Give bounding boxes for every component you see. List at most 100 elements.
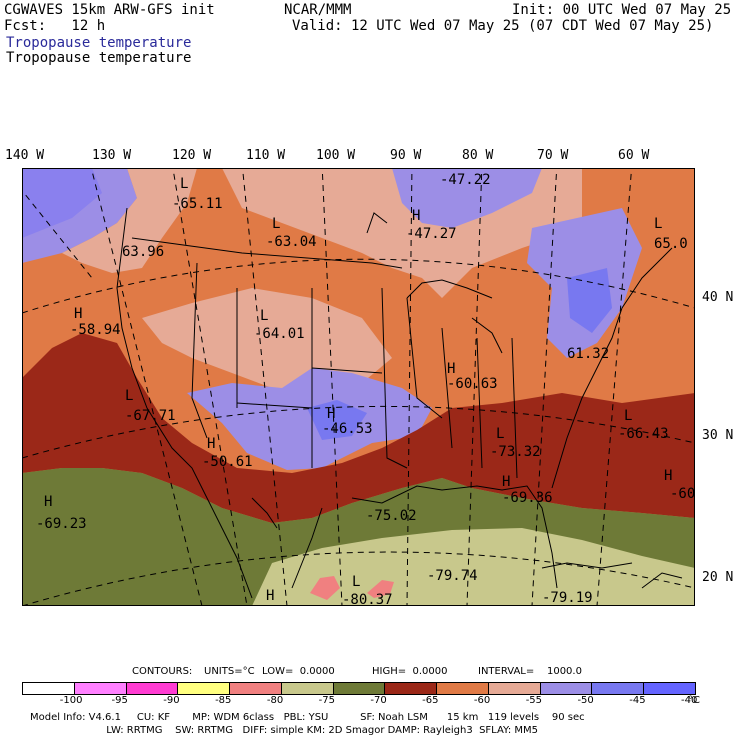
field-band-blue [22,168,102,238]
lat-label: 30 N [702,428,734,443]
units-label: UNITS=°C [204,666,255,677]
lon-label: 130 W [92,148,132,163]
extremum-kind: H [664,468,672,484]
model-info-line: Model Info: V4.6.1 CU: KF MP: WDM 6class… [30,712,585,723]
field-band-pink [62,168,197,273]
colorbar-swatch [177,682,231,695]
map-frame [22,168,695,606]
extremum-kind: L [352,574,360,590]
field-band-lavender [187,368,432,470]
colorbar-swatch [73,682,127,695]
lon-label: 140 W [5,148,45,163]
lon-label: 100 W [316,148,356,163]
physics-info-line: LW: RRTMG SW: RRTMG DIFF: simple KM: 2D … [30,725,538,736]
colorbar-tick-label: -60 [473,695,491,706]
tropopause-temperature-map: L -65.11 L -63.04 H -47.27 -47.22 63.96 … [22,168,695,606]
field-band-tan [252,528,695,606]
colorbar-swatch [125,682,179,695]
colorbar-swatch [643,682,696,695]
extremum-kind: L [125,388,133,404]
colorbar-tick-label: -100 [59,695,83,706]
field-band-blue [307,400,367,440]
colorbar-swatch [22,682,75,695]
extremum-value: -47.27 [406,226,457,242]
extremum-kind: H [412,208,420,224]
lon-label: 120 W [172,148,212,163]
lon-label: 70 W [537,148,569,163]
colorbar-tick-label: -50 [577,695,594,706]
extremum-value: -73.32 [490,444,541,460]
valid-time: Valid: 12 UTC Wed 07 May 25 (07 CDT Wed … [292,18,714,34]
extremum-value: -65.11 [172,196,223,212]
low-label: LOW= 0.0000 [262,666,335,677]
field-title-primary: Tropopause temperature [6,35,192,51]
extremum-value: -63.04 [266,234,317,250]
colorbar-tick-label: -85 [215,695,232,706]
colorbar-tick-label: -80 [266,695,284,706]
colorbar-tick-label: -65 [422,695,439,706]
lat-label: 40 N [702,290,734,305]
extremum-value: -58.94 [70,322,121,338]
colorbar-swatch [332,682,386,695]
colorbar-tick-label: -75 [318,695,335,706]
field-title-secondary: Tropopause temperature [6,50,192,66]
colorbar-unit: °C [688,695,700,706]
lon-label: 90 W [390,148,422,163]
extremum-kind: H [502,474,510,490]
field-band-salmon [310,576,340,600]
extremum-kind: H [266,588,274,604]
extremum-value: -66.43 [618,426,669,442]
extremum-value: -80.37 [342,592,393,606]
graticule [22,168,695,606]
extremum-value: -47.22 [440,172,491,188]
extremum-value: -79.74 [427,568,478,584]
lat-label: 20 N [702,570,734,585]
extremum-kind: H [207,436,215,452]
colorbar-tick-label: -45 [629,695,646,706]
field-band-red [22,333,695,523]
extremum-value: -60 [670,486,695,502]
colorbar-swatch [487,682,541,695]
lon-label: 80 W [462,148,494,163]
extremum-kind: H [327,406,335,422]
colorbar-swatch [229,682,282,695]
extremum-kind: H [44,494,52,510]
interval-label: INTERVAL= 1000.0 [478,666,582,677]
lon-label: 60 W [618,148,650,163]
colorbar-tick-label: -40 [681,695,698,706]
extremum-value: 61.32 [567,346,609,362]
field-band-lavender [392,168,542,228]
extremum-kind: L [180,176,188,192]
organization: NCAR/MMM [284,2,352,18]
extremum-value: -50.61 [202,454,253,470]
extremum-kind: L [624,408,632,424]
extremum-value: -46.53 [322,421,373,437]
extremum-kind: L [260,308,268,324]
extremum-kind: H [447,361,455,377]
extremum-value: -69.36 [502,490,553,506]
model-title: CGWAVES 15km ARW-GFS init [4,2,215,18]
lon-label: 110 W [246,148,286,163]
extremum-kind: H [74,306,82,322]
extremum-kind: L [272,216,280,232]
extremum-value: -69.23 [36,516,87,532]
contours-label: CONTOURS: [132,666,193,677]
colorbar-swatch [436,682,489,695]
extremum-value: -67.71 [125,408,176,424]
coastlines [116,207,683,599]
extremum-value: 63.96 [122,244,164,260]
high-label: HIGH= 0.0000 [372,666,448,677]
extremum-value: -60.63 [447,376,498,392]
colorbar-swatch [384,682,438,695]
extremum-value: -75.02 [366,508,417,524]
forecast-hour: Fcst: 12 h [4,18,106,34]
extremum-value: -79.19 [542,590,593,606]
field-band-salmon [367,580,394,598]
extremum-kind: L [654,216,662,232]
colorbar-tick-label: -70 [370,695,387,706]
colorbar-swatch [539,682,593,695]
colorbar-swatch [280,682,334,695]
colorbar-tick-label: -55 [525,695,543,706]
extremum-kind: L [496,426,504,442]
init-time: Init: 00 UTC Wed 07 May 25 [512,2,732,18]
